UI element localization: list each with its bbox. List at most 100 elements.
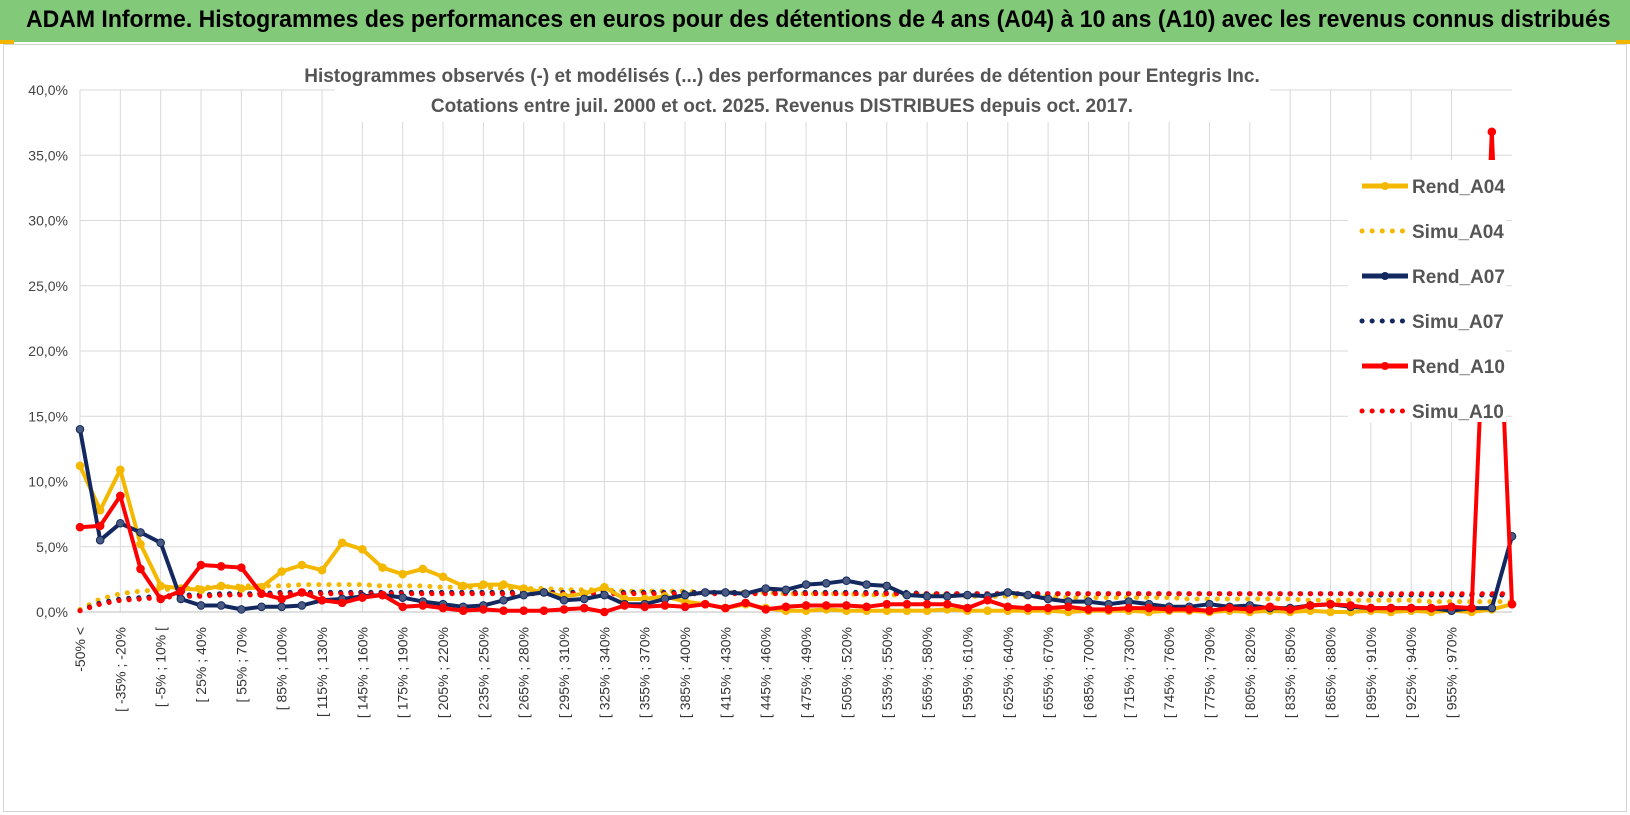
data-point-rend_a04	[116, 465, 125, 475]
data-point-rend_a04	[277, 567, 286, 576]
data-point-rend_a10	[821, 601, 831, 610]
y-tick-label: 10,0%	[28, 474, 68, 490]
data-point-rend_a07	[519, 590, 529, 600]
data-point-rend_a10	[277, 594, 286, 604]
data-point-rend_a10	[176, 586, 186, 596]
report-banner: ADAM Informe. Histogrammes des performan…	[0, 0, 1630, 42]
data-point-rend_a10	[116, 491, 125, 501]
data-point-rend_a04	[216, 581, 226, 591]
x-tick-label: [ 385% ; 400%	[677, 627, 693, 718]
data-point-rend_a10	[1427, 603, 1436, 613]
data-point-rend_a07	[297, 601, 307, 610]
data-point-rend_a10	[1245, 605, 1255, 614]
x-axis: -50% < [ -35% ; -20% [ -5% ; 10% [[ 25% ; …	[72, 627, 1459, 718]
data-point-rend_a04	[418, 564, 428, 574]
data-point-rend_a10	[1386, 603, 1396, 613]
data-point-rend_a04	[358, 545, 367, 554]
data-point-rend_a07	[136, 528, 145, 537]
legend-marker-rend_a07	[1381, 272, 1389, 280]
banner-accent-right	[1616, 40, 1630, 44]
data-point-rend_a10	[761, 605, 771, 614]
data-point-rend_a07	[1003, 588, 1013, 597]
data-point-rend_a10	[1164, 605, 1174, 614]
x-tick-label: [ 265% ; 280%	[516, 627, 532, 718]
chart-frame	[3, 44, 1627, 812]
data-point-rend_a10	[1205, 606, 1214, 615]
data-point-rend_a10	[1003, 602, 1013, 612]
y-tick-label: 20,0%	[28, 343, 68, 359]
data-point-rend_a07	[277, 602, 286, 612]
data-point-rend_a10	[559, 605, 569, 614]
x-tick-label: [ 505% ; 520%	[838, 627, 854, 718]
data-point-rend_a10	[257, 589, 266, 599]
data-point-rend_a07	[781, 585, 791, 595]
data-point-rend_a10	[519, 606, 529, 615]
data-point-rend_a10	[942, 599, 952, 609]
x-tick-label: [ 895% ; 910%	[1363, 627, 1379, 718]
data-point-rend_a10	[1346, 601, 1355, 610]
data-point-rend_a04	[237, 584, 246, 593]
data-point-rend_a07	[257, 602, 266, 612]
data-point-rend_a10	[721, 603, 730, 613]
legend-label-simu_a10: Simu_A10	[1412, 402, 1504, 423]
x-tick-label: [ 295% ; 310%	[556, 627, 572, 718]
data-point-rend_a07	[680, 590, 690, 600]
x-tick-label: [ 175% ; 190%	[395, 627, 411, 718]
data-point-rend_a04	[95, 505, 105, 515]
data-point-rend_a10	[922, 599, 932, 609]
legend-label-rend_a04: Rend_A04	[1412, 177, 1505, 198]
data-point-rend_a10	[680, 602, 690, 612]
data-point-rend_a10	[882, 599, 892, 609]
data-point-rend_a07	[539, 588, 549, 597]
data-point-rend_a10	[216, 562, 226, 571]
legend-marker-rend_a04	[1381, 182, 1389, 190]
x-tick-label: [ 835% ; 850%	[1282, 627, 1298, 718]
data-point-rend_a10	[539, 606, 549, 615]
data-point-rend_a07	[1084, 597, 1093, 606]
data-point-rend_a10	[1144, 603, 1154, 613]
y-axis: 0,0% 5,0% 10,0% 15,0% 20,0% 25,0% 30,0% 35,0% 40…	[28, 82, 68, 620]
data-point-rend_a10	[297, 588, 307, 597]
data-point-rend_a10	[1225, 603, 1234, 613]
data-point-rend_a10	[1184, 605, 1194, 614]
legend: Rend_A04 Simu_A04 Rend_A07 Simu_A07 Rend_A10…	[1348, 160, 1506, 423]
data-point-rend_a10	[196, 560, 206, 570]
data-point-rend_a04	[337, 538, 347, 548]
series-line-simu_a04	[77, 582, 1515, 612]
data-point-rend_a07	[721, 588, 730, 597]
x-tick-label: [ -5% ; 10% [	[153, 627, 169, 707]
data-point-rend_a07	[1487, 603, 1497, 613]
x-tick-label: [ 955% ; 970%	[1443, 627, 1459, 718]
x-tick-label: [ 205% ; 220%	[435, 627, 451, 718]
data-point-rend_a04	[479, 580, 488, 589]
data-point-rend_a04	[600, 582, 609, 592]
x-tick-label: [ 55% ; 70%	[233, 627, 249, 703]
x-tick-label: [ 475% ; 490%	[798, 627, 814, 718]
data-point-rend_a10	[1084, 605, 1093, 614]
data-point-rend_a07	[559, 595, 569, 605]
data-point-rend_a10	[499, 606, 508, 615]
y-tick-label: 0,0%	[36, 604, 68, 620]
data-point-rend_a07	[882, 581, 892, 591]
data-point-rend_a07	[902, 590, 912, 600]
x-tick-label: [ 865% ; 880%	[1322, 627, 1338, 718]
data-point-rend_a07	[600, 590, 609, 600]
y-tick-label: 25,0%	[28, 278, 68, 294]
x-tick-label: [ 685% ; 700%	[1080, 627, 1096, 718]
data-point-rend_a10	[317, 595, 327, 605]
data-point-rend_a10	[1406, 603, 1416, 613]
x-tick-label: [ 145% ; 160%	[354, 627, 370, 718]
data-point-rend_a04	[458, 581, 468, 591]
data-point-rend_a10	[902, 599, 912, 609]
x-tick-label: [ 595% ; 610%	[959, 627, 975, 718]
y-tick-label: 15,0%	[28, 408, 68, 424]
data-point-rend_a04	[75, 461, 85, 471]
data-point-rend_a10	[1447, 602, 1456, 612]
data-point-rend_a10	[358, 593, 367, 602]
data-point-rend_a10	[1326, 599, 1335, 609]
x-tick-label: [ 565% ; 580%	[919, 627, 935, 718]
data-point-rend_a10	[640, 602, 650, 612]
x-tick-label: [ 325% ; 340%	[596, 627, 612, 718]
x-tick-label: -50% <	[72, 627, 88, 672]
